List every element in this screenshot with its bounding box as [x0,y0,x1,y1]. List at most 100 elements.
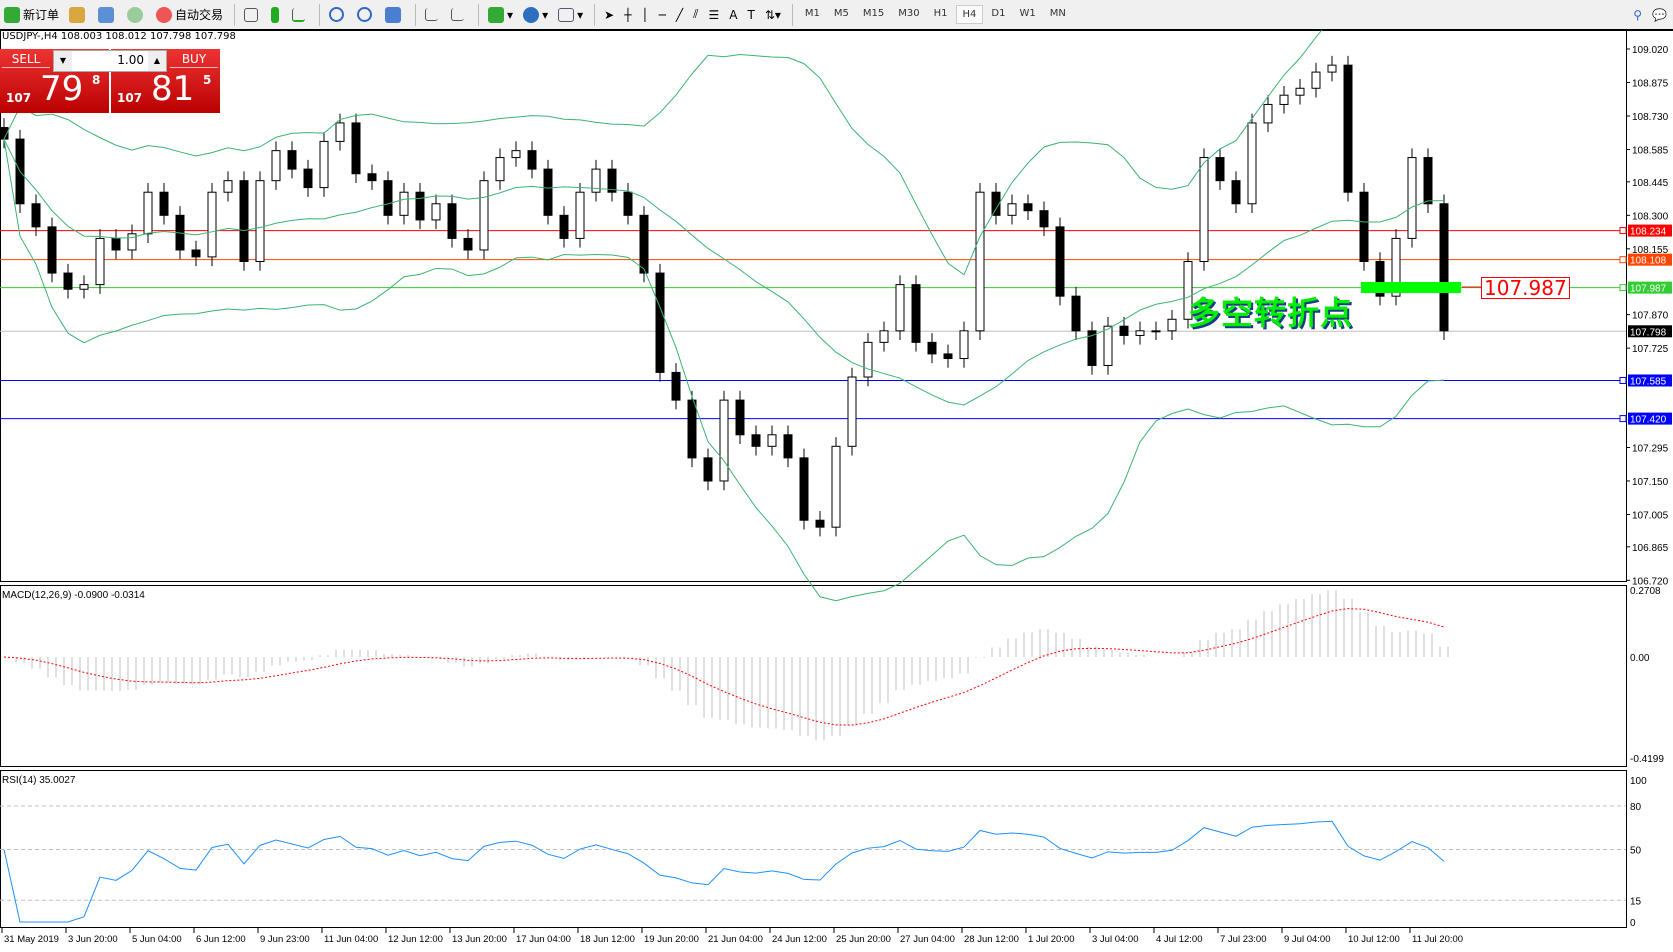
time-label: 24 Jun 12:00 [772,934,827,945]
terminal-button[interactable] [94,3,121,27]
candle-body [239,180,249,263]
tile-button[interactable] [381,3,408,27]
divider [594,3,596,26]
price-badge-label: 107.798 [1630,327,1667,338]
timeframe-bar: M1 M5 M15 M30 H1 H4 D1 W1 MN [798,5,1073,24]
price-tick-label: 108.155 [1632,245,1669,256]
price-badge-label: 107.420 [1630,415,1667,426]
candle-body [447,203,457,239]
candle-body [1039,210,1049,228]
equidistant-channel-button[interactable]: ⫽ [689,3,702,27]
line-handle [1619,256,1627,264]
fibonacci-button[interactable]: ☰ [704,3,723,27]
chat-button[interactable]: 💬 [1648,3,1671,27]
timeframe-m1[interactable]: M1 [804,8,820,19]
text-button[interactable]: A [725,3,741,27]
candle-body [383,180,393,216]
price-tick-label: 109.020 [1632,45,1669,56]
timeframe-h1[interactable]: H1 [933,8,948,19]
candle-body [591,168,601,193]
increase-lot-button[interactable]: ▲ [148,51,166,71]
chart-area[interactable]: 109.020 108.875 108.730 108.585 108.445 108.3… [0,30,1673,952]
timeframe-m30[interactable]: M30 [898,8,920,19]
timeframe-mn[interactable]: MN [1049,8,1066,19]
cursor-button[interactable]: ➤ [600,3,618,27]
candle-body [1311,71,1321,89]
timeframe-m15[interactable]: M15 [862,8,885,19]
candle-body [575,191,585,239]
line-handle [1619,415,1627,423]
decrease-lot-button[interactable]: ▼ [54,51,72,71]
timeframe-d1[interactable]: D1 [991,8,1006,19]
bar-chart-icon [244,7,259,22]
candle-body [879,330,889,343]
price-badge [1628,281,1672,294]
rsi-tick-label: 100 [1630,776,1647,787]
bar-chart-button[interactable] [240,3,265,27]
autoscroll-button[interactable] [421,3,445,27]
crosshair-button[interactable]: ┼ [620,3,635,27]
timeframe-h4[interactable]: H4 [955,5,984,24]
candle-body [1375,261,1385,297]
horizontal-line-icon: ─ [658,7,666,22]
autotrading-button[interactable]: 自动交易 [152,3,227,27]
rsi-tick-label: 50 [1630,846,1642,857]
candle-body [1183,261,1193,320]
divider [234,3,236,26]
new-order-button[interactable]: 新订单 [0,3,63,27]
vertical-line-button[interactable]: │ [637,3,652,27]
divider [319,3,321,26]
equidistant-channel-icon: ⫽ [693,7,699,21]
zoom-out-button[interactable] [353,3,379,27]
candle-body [1151,330,1161,333]
trendline-button[interactable]: ╱ [672,3,687,27]
search-button[interactable]: ⚲ [1629,3,1646,27]
candles-button[interactable] [267,3,286,27]
line-chart-button[interactable] [288,3,312,27]
candle-body [1407,157,1417,239]
candle-body [479,180,489,251]
arrows-button[interactable]: ⇅▾ [761,3,785,27]
divider [791,3,793,26]
price-badge [1628,224,1672,237]
price-tick-label: 107.870 [1632,311,1669,322]
rsi-line [3,820,1445,923]
rsi-label: RSI(14) 35.0027 [2,775,76,786]
candle-body [319,140,329,189]
timeframe-m5[interactable]: M5 [833,8,849,19]
candle-body [831,445,841,528]
candle-body [1295,87,1305,96]
line-chart-icon [292,7,306,22]
time-label: 12 Jun 12:00 [388,934,443,945]
text-label-button[interactable]: T [743,3,758,27]
candle-body [111,237,121,251]
templates-button[interactable]: ▾ [554,3,587,27]
candle-body [79,284,89,290]
horizontal-line-button[interactable]: ─ [655,3,670,27]
price-badge [1628,412,1672,425]
timeframe-w1[interactable]: W1 [1019,8,1036,19]
price-tick-label: 108.875 [1632,78,1669,89]
time-label: 28 Jun 12:00 [964,934,1019,945]
history-button[interactable] [65,3,92,27]
candle-body [799,457,809,521]
line-handle [1619,227,1627,235]
annotation-price-label: 107.987 [1481,277,1570,299]
macd-label: MACD(12,26,9) -0.0900 -0.0314 [2,590,145,601]
autoscroll-icon [425,8,439,21]
time-label: 19 Jun 20:00 [644,934,699,945]
signals-button[interactable] [123,3,150,27]
zoom-in-icon [329,7,345,22]
divider [415,3,417,26]
candle-body [815,519,825,528]
lot-size-input[interactable]: 1.00 [117,53,144,67]
time-label: 11 Jun 04:00 [324,934,378,945]
periods-button[interactable]: ▾ [519,3,552,27]
divider [478,3,480,26]
chart-shift-button[interactable] [447,3,471,27]
symbol-info: USDJPY-,H4 108.003 108.012 107.798 107.7… [2,31,236,42]
indicators-button[interactable]: ▾ [484,3,517,27]
lot-size-stepper[interactable]: ▼ 1.00 ▲ [53,50,167,72]
zoom-in-button[interactable] [325,3,351,27]
price-badge [1628,253,1672,266]
